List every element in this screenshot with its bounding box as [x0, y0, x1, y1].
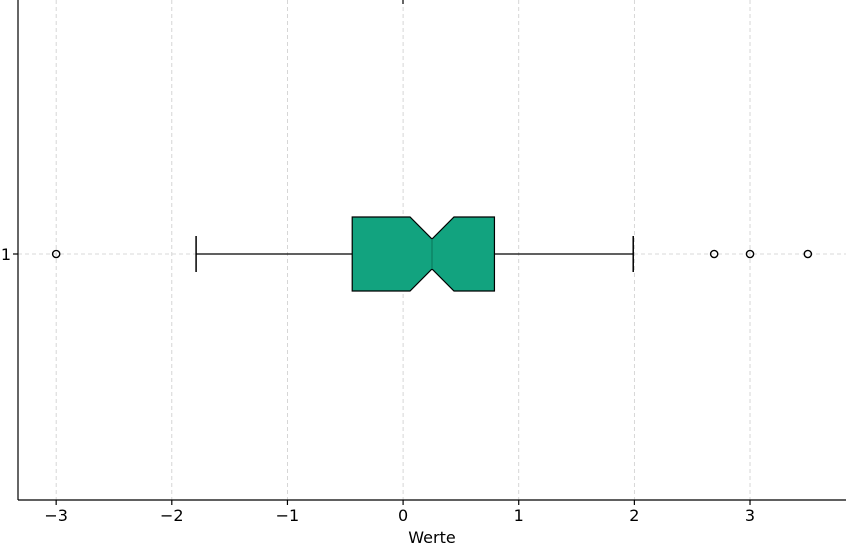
y-tick-label: 1	[1, 245, 11, 264]
x-tick-label: 1	[514, 506, 524, 525]
boxplot-series	[51, 216, 813, 292]
x-tick-label: 0	[398, 506, 408, 525]
flier-point	[709, 249, 719, 259]
x-axis-label: Werte	[408, 528, 455, 547]
x-tick-label: −1	[276, 506, 300, 525]
x-tick-label: 3	[745, 506, 755, 525]
axes	[17, 0, 846, 501]
x-tick-label: 2	[629, 506, 639, 525]
x-tick-label: −3	[44, 506, 68, 525]
x-ticks: −3 −2 −1 0 1 2 3	[44, 500, 755, 525]
x-tick-label: −2	[160, 506, 184, 525]
flier-point	[803, 249, 813, 259]
box-notched	[351, 216, 496, 292]
y-ticks: 1	[1, 245, 18, 264]
flier-point	[745, 249, 755, 259]
flier-point	[51, 249, 61, 259]
